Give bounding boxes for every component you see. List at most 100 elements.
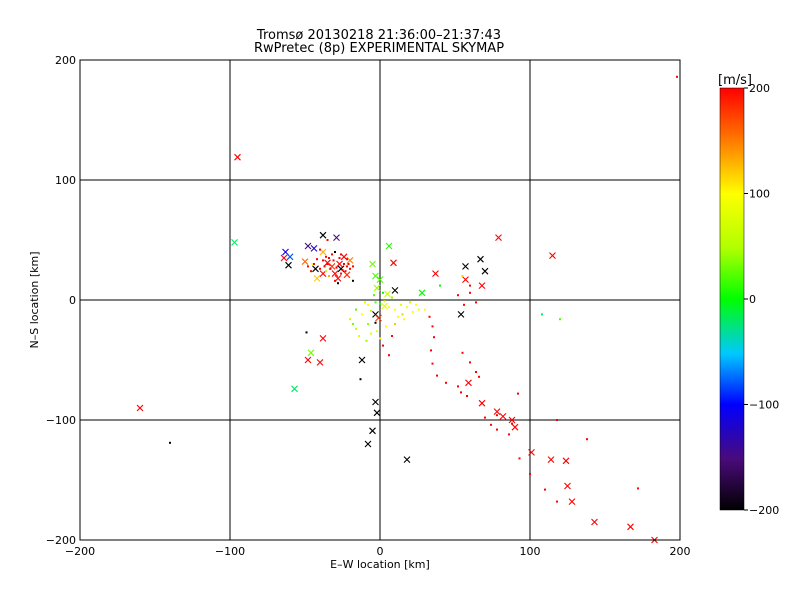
cross-point xyxy=(301,258,309,265)
cross-point xyxy=(418,289,426,297)
dot-point xyxy=(397,315,399,318)
cross-point xyxy=(375,314,382,322)
dot-point xyxy=(305,331,308,334)
cross-point xyxy=(310,245,318,252)
dot-point xyxy=(352,265,354,268)
dot-point xyxy=(463,303,465,306)
cross-point xyxy=(499,413,507,420)
dot-point xyxy=(466,395,468,397)
dot-point xyxy=(428,315,431,318)
dot-point xyxy=(311,263,314,265)
dot-point xyxy=(355,327,357,330)
dot-point xyxy=(637,487,639,490)
dot-point xyxy=(316,258,318,261)
dot-point xyxy=(385,325,387,328)
dot-point xyxy=(461,275,464,277)
cross-point xyxy=(234,153,241,161)
cross-point xyxy=(286,253,294,261)
dot-point xyxy=(169,441,171,444)
cross-point xyxy=(432,270,439,277)
x-tick-label: −100 xyxy=(215,545,245,558)
dot-point xyxy=(461,351,464,354)
cross-point xyxy=(564,482,571,490)
dot-point xyxy=(346,258,348,261)
dot-point xyxy=(382,344,384,347)
cross-point xyxy=(481,267,489,275)
dot-point xyxy=(445,381,447,384)
y-tick-label: 0 xyxy=(69,294,76,307)
dot-point xyxy=(365,339,368,342)
cross-point xyxy=(562,457,570,465)
dot-point xyxy=(517,392,519,395)
dot-point xyxy=(307,265,309,268)
dot-point xyxy=(496,428,498,431)
dot-point xyxy=(541,313,543,316)
dot-point xyxy=(328,257,330,259)
cross-point xyxy=(316,359,324,366)
cross-point xyxy=(495,234,502,241)
dot-point xyxy=(431,362,434,365)
dot-point xyxy=(388,306,390,309)
cross-point xyxy=(384,290,391,298)
colorbar-tick-label: 100 xyxy=(749,188,770,201)
dot-point xyxy=(374,321,377,324)
cross-point xyxy=(373,284,381,292)
dot-point xyxy=(391,335,393,337)
cross-point xyxy=(333,234,340,241)
dot-point xyxy=(340,253,342,256)
cross-point xyxy=(373,409,381,417)
dot-point xyxy=(469,361,471,364)
dot-point xyxy=(349,267,351,270)
y-axis-label: N–S location [km] xyxy=(28,251,41,348)
y-tick-label: 200 xyxy=(55,54,76,67)
dot-point xyxy=(496,414,498,417)
dot-point xyxy=(391,296,393,299)
cross-point xyxy=(508,416,516,424)
dot-point xyxy=(349,318,351,321)
dot-point xyxy=(338,257,341,259)
cross-point xyxy=(304,242,312,250)
dot-point xyxy=(518,457,521,460)
dot-point xyxy=(400,303,402,306)
dot-point xyxy=(556,419,558,421)
dot-point xyxy=(475,371,477,373)
dot-point xyxy=(424,308,426,311)
cross-point xyxy=(313,275,321,282)
dot-point xyxy=(310,270,312,273)
cross-point xyxy=(324,259,331,267)
cross-point xyxy=(568,498,576,505)
dot-point xyxy=(676,75,678,78)
dot-point xyxy=(431,325,434,328)
cross-point xyxy=(547,456,555,463)
dot-point xyxy=(415,303,417,306)
cross-point xyxy=(528,449,535,456)
dot-point xyxy=(340,272,342,275)
dot-point xyxy=(457,294,459,297)
dot-point xyxy=(383,300,386,303)
cross-point xyxy=(477,255,484,263)
dot-point xyxy=(374,301,377,304)
cross-point xyxy=(319,335,327,342)
dot-point xyxy=(355,308,357,311)
cross-point xyxy=(478,399,486,407)
x-tick-label: 100 xyxy=(520,545,541,558)
cross-point xyxy=(465,379,472,387)
dot-point xyxy=(373,294,375,297)
dot-point xyxy=(325,255,327,258)
dot-point xyxy=(335,266,338,269)
dot-point xyxy=(328,275,330,277)
y-tick-label: −200 xyxy=(46,534,76,547)
dot-point xyxy=(379,302,381,305)
cross-point xyxy=(627,523,634,531)
cross-point xyxy=(511,423,519,431)
cross-point xyxy=(391,287,399,294)
dot-point xyxy=(332,259,335,262)
colorbar-tick-label: −100 xyxy=(749,399,779,412)
dot-point xyxy=(326,239,329,241)
colorbar xyxy=(719,87,745,511)
dot-point xyxy=(334,279,336,282)
cross-point xyxy=(364,440,372,448)
dot-point xyxy=(379,337,381,340)
